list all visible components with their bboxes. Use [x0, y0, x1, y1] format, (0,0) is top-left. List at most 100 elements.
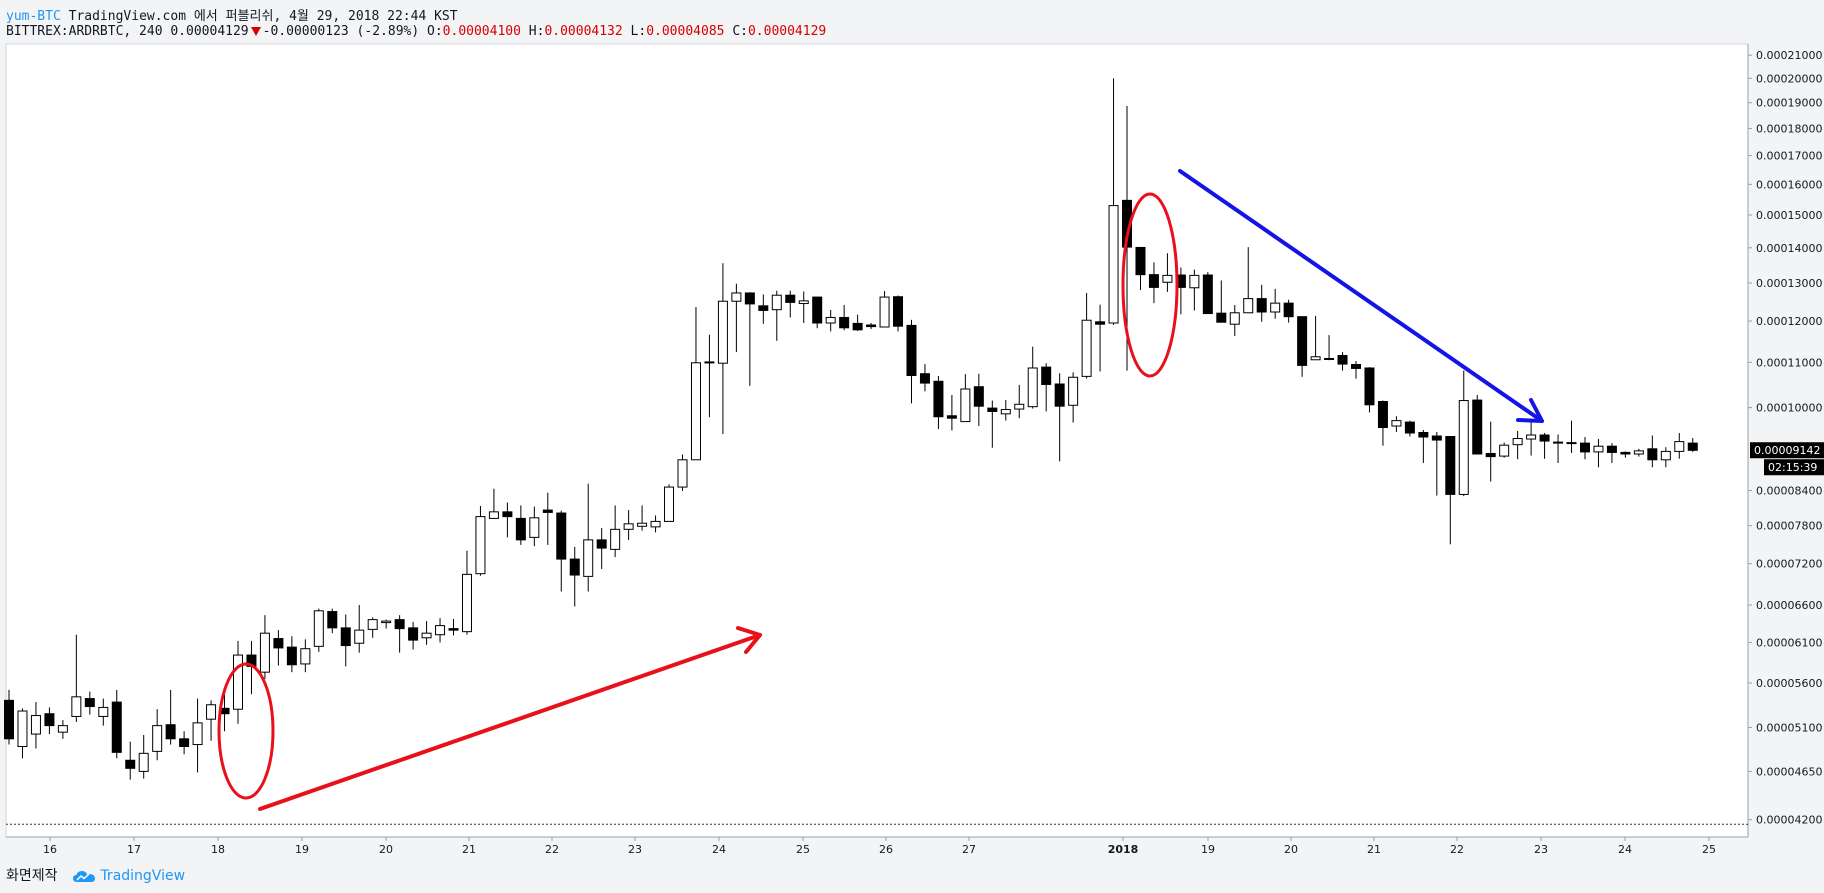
candle-down[interactable]: [179, 738, 190, 747]
candle-down[interactable]: [44, 713, 55, 727]
candle-up[interactable]: [1068, 376, 1079, 406]
candle-up[interactable]: [354, 629, 365, 644]
candle-down[interactable]: [596, 539, 607, 549]
candle-up[interactable]: [798, 300, 809, 305]
candle-down[interactable]: [946, 415, 957, 419]
candle-up[interactable]: [1674, 441, 1685, 452]
candle-down[interactable]: [744, 292, 755, 305]
candle-down[interactable]: [4, 699, 14, 740]
candle-down[interactable]: [1364, 367, 1375, 406]
candle-down[interactable]: [1566, 442, 1577, 445]
candle-up[interactable]: [529, 517, 540, 538]
candle-down[interactable]: [1579, 442, 1590, 453]
candle-down[interactable]: [286, 646, 297, 666]
candle-down[interactable]: [111, 701, 122, 753]
candle-up[interactable]: [421, 632, 432, 639]
candle-up[interactable]: [152, 725, 163, 752]
candle-down[interactable]: [704, 361, 715, 364]
candle-down[interactable]: [1283, 302, 1294, 318]
candle-up[interactable]: [232, 654, 243, 710]
candle-down[interactable]: [394, 619, 405, 630]
candle-down[interactable]: [1377, 400, 1388, 429]
candle-down[interactable]: [852, 322, 863, 331]
candle-down[interactable]: [84, 698, 95, 708]
candle-down[interactable]: [165, 724, 176, 740]
candle-up[interactable]: [381, 620, 392, 624]
candle-down[interactable]: [1445, 436, 1456, 495]
candle-up[interactable]: [717, 300, 728, 364]
candle-up[interactable]: [1458, 400, 1469, 495]
candle-up[interactable]: [1324, 357, 1335, 360]
candle-down[interactable]: [1431, 435, 1442, 441]
candle-up[interactable]: [1512, 438, 1523, 446]
candle-up[interactable]: [1593, 445, 1604, 453]
candle-down[interactable]: [1256, 298, 1267, 313]
plot-area[interactable]: [5, 43, 1749, 838]
candle-up[interactable]: [1243, 298, 1254, 314]
candle-down[interactable]: [1041, 366, 1052, 385]
candle-up[interactable]: [771, 294, 782, 311]
candle-down[interactable]: [785, 294, 796, 303]
candle-down[interactable]: [340, 627, 351, 647]
candle-up[interactable]: [1633, 450, 1644, 455]
candle-up[interactable]: [664, 486, 675, 522]
candle-up[interactable]: [1000, 409, 1011, 415]
candle-up[interactable]: [138, 752, 149, 772]
candle-down[interactable]: [839, 316, 850, 329]
candle-down[interactable]: [569, 558, 580, 576]
candle-down[interactable]: [973, 386, 984, 407]
candle-down[interactable]: [125, 759, 136, 769]
candle-down[interactable]: [1216, 312, 1227, 323]
candle-up[interactable]: [475, 516, 486, 575]
candle-up[interactable]: [690, 362, 701, 461]
candle-up[interactable]: [1189, 274, 1200, 289]
candle-down[interactable]: [987, 407, 998, 412]
candle-down[interactable]: [1054, 383, 1065, 407]
candle-down[interactable]: [1148, 274, 1159, 288]
candle-up[interactable]: [1270, 302, 1281, 313]
candle-up[interactable]: [313, 610, 324, 647]
candle-up[interactable]: [960, 388, 971, 423]
candle-down[interactable]: [1620, 451, 1631, 455]
candle-down[interactable]: [502, 511, 513, 518]
candle-down[interactable]: [1202, 274, 1213, 315]
candle-down[interactable]: [812, 296, 823, 324]
candle-down[interactable]: [1472, 399, 1483, 455]
candle-up[interactable]: [879, 296, 890, 328]
candle-down[interactable]: [1297, 316, 1308, 366]
candle-down[interactable]: [1687, 442, 1698, 451]
candle-up[interactable]: [677, 459, 688, 488]
candle-up[interactable]: [650, 520, 661, 528]
candle-up[interactable]: [461, 573, 472, 633]
candle-up[interactable]: [1310, 356, 1321, 361]
candle-down[interactable]: [556, 512, 567, 560]
author-link[interactable]: yum-BTC: [6, 9, 61, 24]
candle-up[interactable]: [30, 715, 41, 735]
candle-up[interactable]: [731, 292, 742, 302]
candle-up[interactable]: [583, 539, 594, 577]
candle-up[interactable]: [1660, 450, 1671, 461]
candle-down[interactable]: [1135, 246, 1146, 276]
candle-down[interactable]: [1351, 364, 1361, 369]
candle-down[interactable]: [327, 611, 338, 629]
candle-down[interactable]: [542, 509, 553, 513]
candle-down[interactable]: [866, 324, 877, 328]
candle-down[interactable]: [1647, 448, 1658, 461]
candle-down[interactable]: [1337, 354, 1348, 365]
candle-up[interactable]: [1108, 205, 1119, 324]
candle-down[interactable]: [1404, 421, 1415, 434]
candle-up[interactable]: [1526, 434, 1537, 440]
candle-up[interactable]: [57, 725, 68, 733]
candle-down[interactable]: [448, 628, 459, 631]
candle-up[interactable]: [1162, 274, 1173, 283]
candle-down[interactable]: [1539, 434, 1550, 442]
candle-down[interactable]: [408, 627, 419, 641]
candle-up[interactable]: [300, 648, 311, 665]
candle-up[interactable]: [1027, 367, 1038, 408]
candle-up[interactable]: [435, 625, 446, 636]
candle-up[interactable]: [610, 528, 621, 550]
candle-up[interactable]: [488, 511, 499, 519]
candle-down[interactable]: [1418, 431, 1429, 438]
candle-up[interactable]: [192, 722, 203, 746]
